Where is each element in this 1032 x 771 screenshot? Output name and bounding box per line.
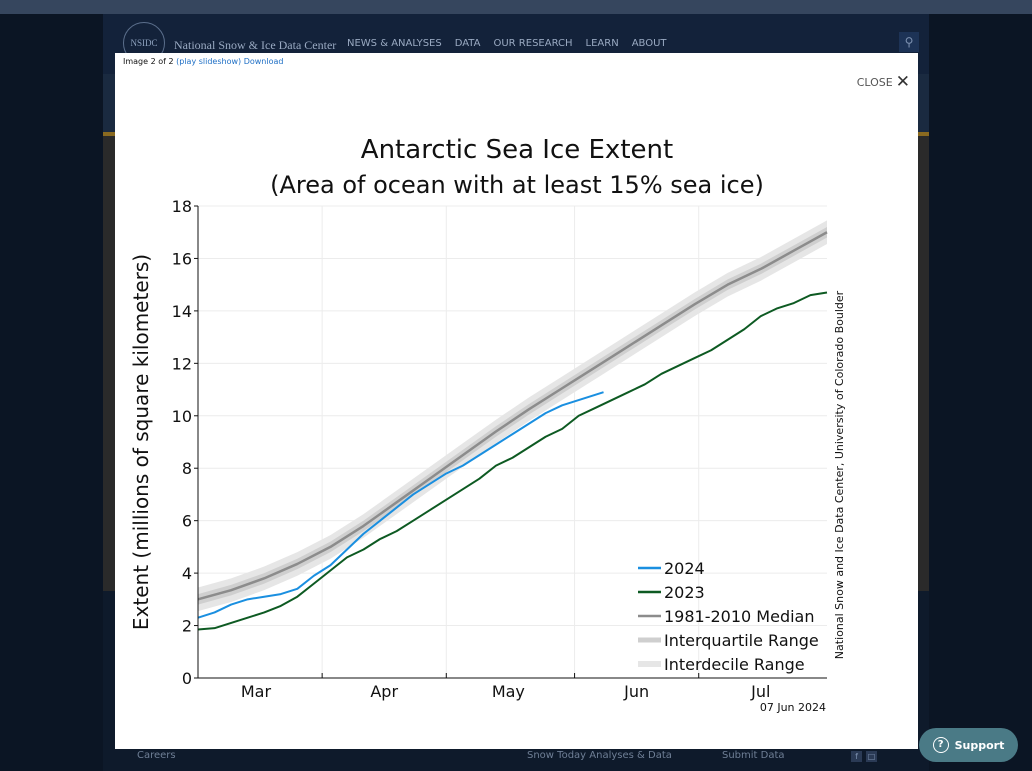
close-button[interactable]: CLOSE ✕ — [856, 72, 910, 92]
site-name[interactable]: National Snow & Ice Data Center — [174, 38, 337, 52]
legend-label-2023: 2023 — [664, 583, 705, 602]
x-tick-label: May — [492, 682, 525, 701]
legend: 2024 2023 1981-2010 Median Interquartile… — [638, 559, 819, 674]
series-line-2023 — [197, 291, 828, 631]
y-tick-label: 0 — [182, 669, 192, 688]
y-tick-label: 2 — [182, 617, 192, 636]
nav-learn[interactable]: LEARN — [585, 38, 619, 49]
series-line-median — [197, 231, 828, 601]
nav-research[interactable]: OUR RESEARCH — [493, 38, 573, 49]
nav-data[interactable]: DATA — [454, 38, 481, 49]
nav-news[interactable]: NEWS & ANALYSES — [347, 38, 442, 49]
x-tick-label: Jul — [750, 682, 770, 701]
footer-link-snow-today[interactable]: Snow Today Analyses & Data — [527, 750, 672, 761]
plot-area — [197, 205, 828, 679]
y-tick-label: 12 — [172, 354, 192, 373]
x-tick-label: Apr — [370, 682, 398, 701]
site-nav: NEWS & ANALYSES DATA OUR RESEARCH LEARN … — [347, 38, 667, 49]
y-tick-label: 10 — [172, 407, 192, 426]
y-tick-label: 8 — [182, 459, 192, 478]
axes: 0 2 4 6 8 10 12 14 16 18 Mar Apr May Jun Jul — [172, 197, 827, 701]
image-counter: Image 2 of 2 — [123, 57, 174, 66]
search-icon[interactable]: ⚲ — [899, 32, 919, 52]
close-icon: ✕ — [895, 72, 910, 92]
y-tick-label: 16 — [172, 249, 192, 268]
help-icon: ? — [932, 737, 949, 753]
image-modal: Image 2 of 2 (play slideshow) Download C… — [115, 53, 918, 749]
y-tick-label: 6 — [182, 512, 192, 531]
legend-label-interquartile: Interquartile Range — [664, 631, 819, 650]
browser-top-strip — [0, 0, 1032, 14]
date-stamp: 07 Jun 2024 — [760, 701, 826, 714]
play-slideshow-link[interactable]: (play slideshow) — [176, 57, 242, 66]
support-label: Support — [954, 738, 1005, 752]
chart-subtitle: (Area of ocean with at least 15% sea ice… — [270, 171, 764, 199]
chart-credit: National Snow and Ice Data Center, Unive… — [833, 290, 846, 659]
sea-ice-chart: Antarctic Sea Ice Extent (Area of ocean … — [129, 135, 846, 714]
legend-label-interdecile: Interdecile Range — [664, 655, 805, 674]
y-tick-label: 4 — [182, 564, 192, 583]
series-line-2024 — [197, 391, 604, 619]
y-tick-label: 14 — [172, 302, 192, 321]
legend-label-median: 1981-2010 Median — [664, 607, 815, 626]
modal-caption: Image 2 of 2 (play slideshow) Download — [123, 57, 283, 66]
chart-title: Antarctic Sea Ice Extent — [361, 135, 673, 165]
footer-link-careers[interactable]: Careers — [137, 750, 176, 761]
download-link[interactable]: Download — [243, 57, 284, 66]
footer-social-icons: f □ — [851, 751, 877, 762]
facebook-icon[interactable]: f — [851, 751, 862, 762]
nav-about[interactable]: ABOUT — [631, 38, 667, 49]
y-tick-label: 18 — [172, 197, 192, 216]
instagram-icon[interactable]: □ — [866, 751, 877, 762]
close-label: CLOSE — [856, 75, 893, 89]
x-tick-label: Mar — [241, 682, 272, 701]
y-axis-label: Extent (millions of square kilometers) — [129, 254, 153, 630]
footer-link-submit-data[interactable]: Submit Data — [722, 750, 785, 761]
x-tick-label: Jun — [623, 682, 649, 701]
legend-label-2024: 2024 — [664, 559, 705, 578]
support-button[interactable]: ? Support — [919, 728, 1018, 762]
